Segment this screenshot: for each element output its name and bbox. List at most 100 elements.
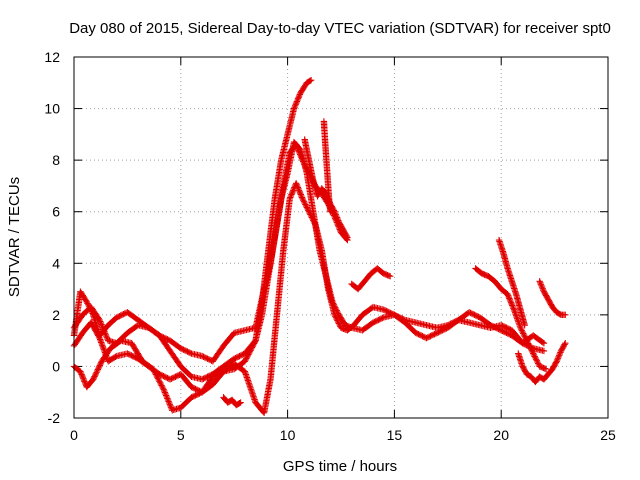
data-marker	[533, 357, 540, 364]
data-point	[562, 311, 569, 319]
data-marker	[300, 197, 307, 204]
data-marker	[521, 333, 528, 340]
chart-title: Day 080 of 2015, Sidereal Day-to-day VTE…	[69, 20, 611, 37]
data-marker	[247, 347, 254, 354]
data-marker	[527, 346, 535, 353]
data-marker	[100, 327, 108, 334]
data-marker	[90, 374, 98, 382]
data-marker	[524, 338, 531, 346]
data-marker	[101, 328, 108, 336]
data-marker	[244, 352, 251, 359]
data-marker	[246, 348, 254, 355]
data-marker	[537, 279, 544, 287]
y-tick-label: 0	[52, 358, 60, 374]
x-tick-label: 20	[493, 427, 509, 443]
data-point	[517, 324, 524, 331]
data-marker	[80, 375, 87, 382]
data-marker	[294, 95, 302, 102]
data-marker	[291, 103, 298, 111]
data-marker	[335, 320, 343, 327]
data-point	[149, 365, 157, 373]
data-marker	[297, 189, 304, 197]
data-marker	[527, 344, 534, 352]
data-marker	[218, 369, 226, 376]
data-marker	[379, 314, 386, 322]
data-marker	[294, 96, 301, 104]
data-marker	[540, 286, 547, 294]
data-marker	[103, 334, 111, 341]
data-marker	[519, 328, 526, 336]
data-point	[540, 347, 548, 355]
data-point	[521, 321, 528, 329]
data-marker	[97, 360, 104, 368]
data-point	[307, 77, 315, 84]
data-point	[90, 376, 97, 383]
data-marker	[302, 201, 309, 208]
data-marker	[332, 313, 339, 320]
data-marker	[99, 324, 106, 331]
data-marker	[509, 303, 517, 311]
data-marker	[522, 334, 529, 341]
data-marker	[520, 331, 528, 339]
x-tick-label: 15	[387, 427, 403, 443]
data-point	[241, 358, 249, 365]
data-marker	[78, 372, 86, 380]
data-marker	[156, 379, 164, 386]
data-marker	[297, 191, 305, 198]
data-marker	[310, 217, 317, 224]
data-marker	[532, 354, 539, 362]
data-point	[160, 386, 167, 393]
data-marker	[290, 187, 297, 194]
data-point	[331, 311, 338, 319]
data-marker	[336, 321, 343, 329]
data-marker	[532, 356, 540, 363]
data-marker	[151, 369, 159, 377]
x-tick-label: 5	[177, 427, 185, 443]
data-marker	[156, 378, 163, 385]
y-tick-label: 4	[52, 255, 60, 271]
data-marker	[81, 378, 88, 385]
data-point	[83, 298, 91, 306]
data-marker	[243, 355, 250, 362]
data-point	[327, 208, 334, 215]
data-marker	[304, 205, 311, 213]
y-tick-label: 10	[44, 101, 60, 117]
data-marker	[93, 369, 100, 376]
y-tick-label: 6	[52, 204, 60, 220]
x-tick-label: 0	[70, 427, 78, 443]
data-marker	[504, 292, 512, 299]
data-marker	[552, 359, 560, 366]
data-marker	[561, 341, 568, 348]
data-marker	[298, 192, 305, 200]
data-marker	[95, 363, 103, 371]
data-marker	[78, 371, 85, 378]
data-marker	[517, 325, 525, 333]
data-marker	[166, 401, 174, 408]
data-marker	[555, 353, 562, 361]
data-marker	[153, 372, 160, 380]
data-marker	[97, 318, 104, 325]
data-marker	[101, 330, 109, 337]
data-marker	[288, 189, 296, 197]
data-marker	[525, 340, 532, 347]
data-marker	[538, 282, 545, 289]
data-marker	[507, 299, 515, 306]
data-point	[237, 399, 244, 406]
data-marker	[301, 199, 308, 207]
data-marker	[186, 349, 194, 357]
data-marker	[94, 366, 102, 373]
y-axis: -2 0 2 4 6 8 10 12	[44, 49, 608, 426]
data-marker	[296, 91, 304, 98]
data-marker	[250, 341, 257, 348]
data-marker	[306, 77, 314, 85]
data-marker	[93, 367, 101, 375]
plot-frame	[73, 56, 609, 419]
data-points	[70, 77, 569, 417]
data-marker	[164, 395, 171, 402]
data-point	[386, 272, 394, 280]
data-marker	[103, 333, 110, 340]
data-marker	[508, 300, 515, 308]
data-marker	[159, 385, 167, 392]
data-marker	[537, 281, 545, 288]
